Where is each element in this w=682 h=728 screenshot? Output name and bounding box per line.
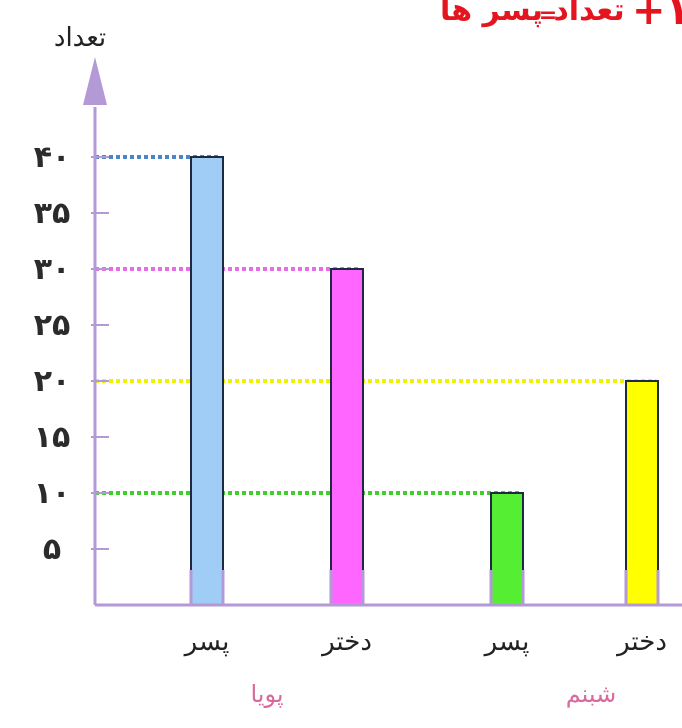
- y-tick-label: ۱۰: [34, 476, 71, 511]
- bar: [625, 380, 659, 606]
- y-tick-label: ۲۰: [34, 364, 71, 399]
- y-tick-label: ۵: [43, 532, 61, 567]
- bar: [190, 156, 224, 606]
- category-labels: پسر دختر پسر دختر: [183, 627, 667, 657]
- guide-lines: [95, 155, 656, 495]
- group-label: پویا: [250, 680, 283, 708]
- header-label: تعداد پسر ها: [440, 0, 625, 28]
- axes: [83, 57, 682, 607]
- y-tick-label: ۲۵: [34, 308, 71, 343]
- bar: [490, 492, 524, 606]
- category-label: پسر: [483, 627, 530, 657]
- header-equals: =: [539, 3, 557, 28]
- y-tick-label: ۳۵: [34, 196, 71, 231]
- bar: [330, 268, 364, 606]
- y-tick-label: ۴۰: [34, 140, 71, 175]
- header-number: ۱۰+: [632, 0, 682, 34]
- category-label: دختر: [320, 627, 372, 657]
- y-ticks: ۵ ۱۰ ۱۵ ۲۰ ۲۵ ۳۰ ۳۵ ۴۰: [34, 140, 109, 567]
- y-tick-label: ۳۰: [34, 252, 71, 287]
- y-tick-label: ۱۵: [34, 420, 71, 455]
- category-label: پسر: [183, 627, 230, 657]
- group-labels: پویا شبنم: [250, 680, 616, 708]
- category-label: دختر: [615, 627, 667, 657]
- y-axis-arrow-icon: [83, 57, 107, 105]
- y-axis-label: تعداد: [54, 23, 106, 53]
- bars: [190, 156, 659, 606]
- group-label: شبنم: [566, 680, 617, 708]
